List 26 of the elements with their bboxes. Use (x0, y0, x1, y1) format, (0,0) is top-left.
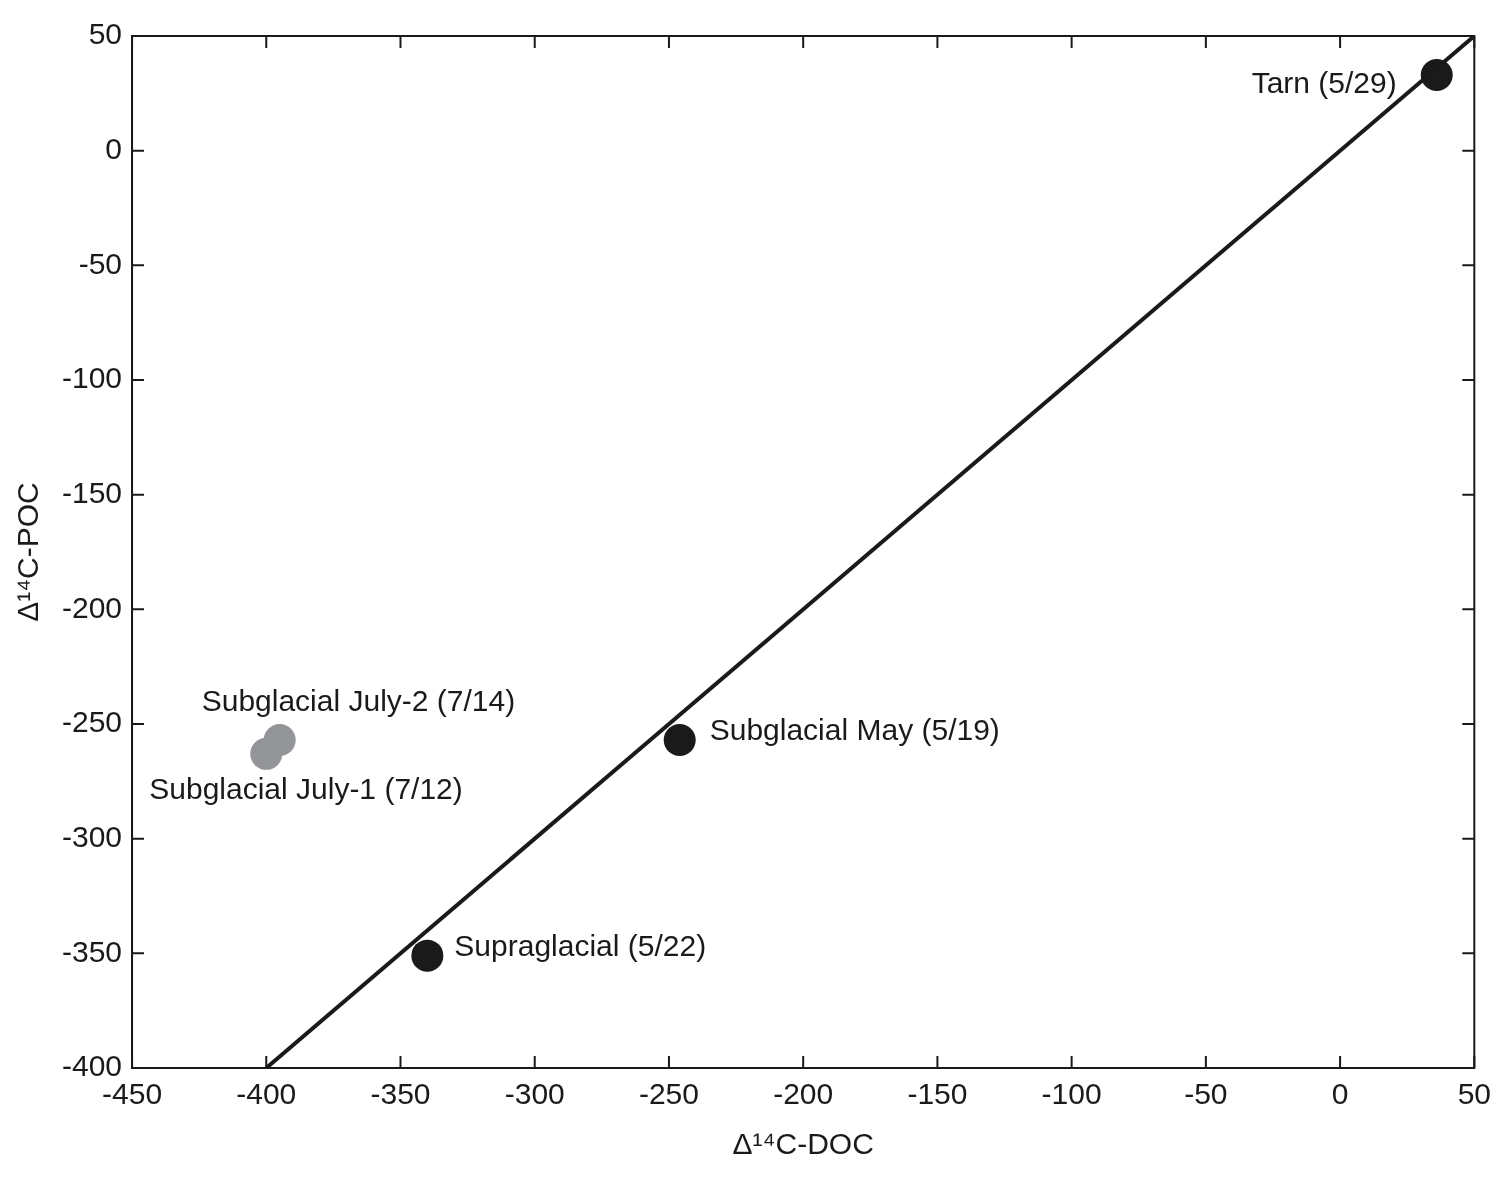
y-tick-label: -250 (62, 705, 123, 739)
y-axis-title: Δ¹⁴C-POC (11, 482, 45, 622)
y-tick-label: -300 (62, 819, 123, 853)
annotation: Tarn (5/29) (1251, 66, 1397, 100)
x-tick-label: -100 (1041, 1077, 1102, 1111)
y-tick-label: -350 (62, 934, 123, 968)
annotation: Subglacial May (5/19) (709, 713, 1000, 747)
x-tick-label: -350 (370, 1077, 431, 1111)
y-tick-label: 0 (105, 131, 123, 165)
x-axis-title: Δ¹⁴C-DOC (732, 1127, 874, 1161)
x-tick-label: 50 (1457, 1077, 1491, 1111)
x-tick-label: -300 (504, 1077, 565, 1111)
y-tick-label: -200 (62, 590, 123, 624)
x-tick-label: -200 (773, 1077, 834, 1111)
x-tick-label: -250 (638, 1077, 699, 1111)
x-tick-label: -400 (236, 1077, 297, 1111)
y-tick-label: -150 (62, 475, 123, 509)
annotation: Subglacial July-2 (7/14) (201, 684, 516, 718)
y-tick-label: -100 (62, 361, 123, 395)
x-tick-label: 0 (1331, 1077, 1349, 1111)
x-tick-label: -150 (907, 1077, 968, 1111)
x-tick-label: -50 (1184, 1077, 1228, 1111)
annotation: Supraglacial (5/22) (454, 928, 707, 962)
y-tick-label: -50 (78, 246, 123, 280)
y-tick-label: 50 (88, 17, 123, 51)
annotation: Subglacial July-1 (7/12) (149, 772, 463, 806)
